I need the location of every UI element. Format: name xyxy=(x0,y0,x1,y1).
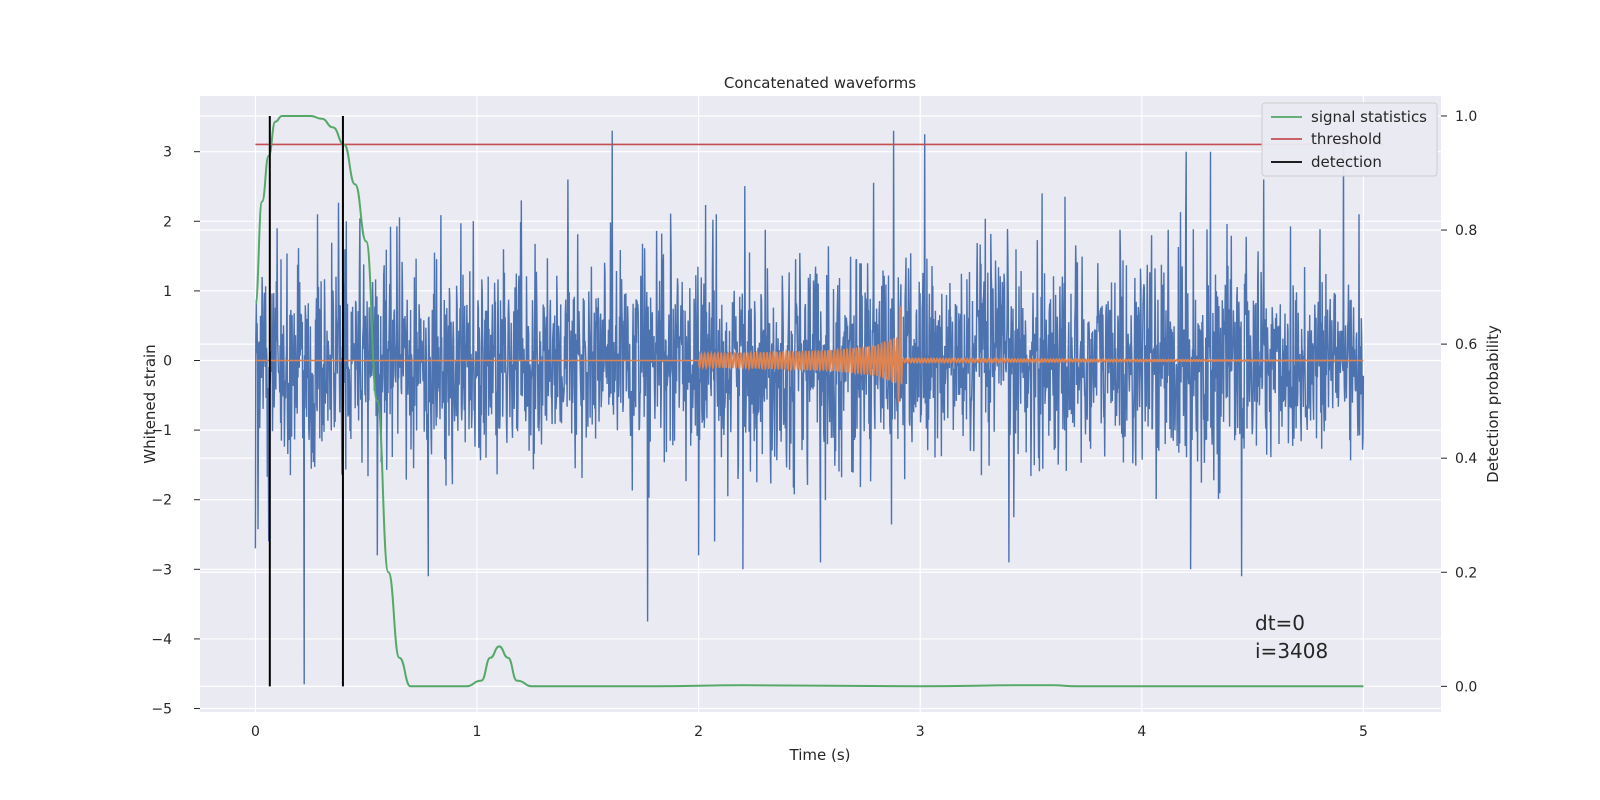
y-ticks-right: 0.0 0.2 0.4 0.6 0.8 1.0 xyxy=(1441,109,1477,695)
y-tick-label: 1 xyxy=(163,284,172,300)
chart-title: Concatenated waveforms xyxy=(724,74,916,92)
y-tick-label-right: 1.0 xyxy=(1455,109,1477,125)
annotation-index: i=3408 xyxy=(1255,639,1328,663)
x-tick-label: 5 xyxy=(1359,724,1368,740)
signal-statistics-line xyxy=(254,114,1364,688)
y-tick-label: −5 xyxy=(151,702,172,718)
y-tick-label: −2 xyxy=(151,493,172,509)
y-tick-label: −3 xyxy=(151,562,172,578)
y-tick-label: −4 xyxy=(151,632,172,648)
x-tick-label: 1 xyxy=(473,724,482,740)
legend-label-threshold: threshold xyxy=(1311,130,1382,148)
y-tick-label: 0 xyxy=(163,353,172,369)
series xyxy=(254,114,1384,688)
y-tick-label: −1 xyxy=(151,423,172,439)
injection-line xyxy=(255,306,1364,404)
x-tick-label: 4 xyxy=(1137,724,1146,740)
y-tick-label-right: 0.4 xyxy=(1455,451,1477,467)
y-tick-label-right: 0.6 xyxy=(1455,337,1477,353)
y-axis-label: Whitened strain xyxy=(141,344,159,463)
y-tick-label-right: 0.0 xyxy=(1455,679,1477,695)
annotation-dt: dt=0 xyxy=(1255,611,1305,635)
y-ticks: −5 −4 −3 −2 −1 0 1 2 3 xyxy=(151,145,200,718)
legend-label-signal-statistics: signal statistics xyxy=(1311,108,1427,126)
y-tick-label-right: 0.2 xyxy=(1455,565,1477,581)
y-tick-label-right: 0.8 xyxy=(1455,223,1477,239)
legend: signal statistics threshold detection xyxy=(1261,102,1438,177)
y-axis-label-right: Detection probability xyxy=(1484,325,1502,483)
x-tick-label: 2 xyxy=(694,724,703,740)
strain-line xyxy=(254,130,1365,685)
legend-label-detection: detection xyxy=(1311,153,1382,171)
legend-box xyxy=(1261,102,1438,177)
x-axis-label: Time (s) xyxy=(789,746,851,764)
x-tick-label: 0 xyxy=(251,724,260,740)
y-tick-label: 3 xyxy=(163,145,172,161)
x-tick-label: 3 xyxy=(916,724,925,740)
x-ticks: 0 1 2 3 4 5 xyxy=(251,724,1368,740)
y-tick-label: 2 xyxy=(163,214,172,230)
